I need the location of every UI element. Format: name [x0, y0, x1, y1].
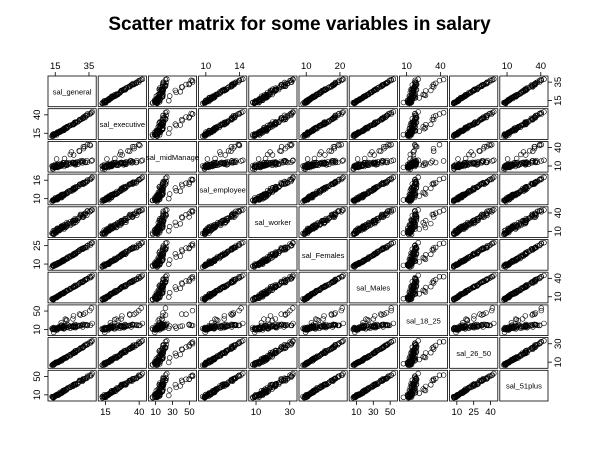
point-sal_employee-sal_midManage: [167, 192, 172, 197]
point-sal_midManage-sal_executive: [139, 159, 144, 164]
point-sal_employee-sal_18_25: [437, 177, 442, 182]
point-sal_midManage-sal_general: [54, 157, 59, 162]
point-sal_employee-sal_midManage: [184, 181, 189, 186]
point-sal_general-sal_18_25: [428, 88, 433, 93]
point-sal_midManage-sal_26_50: [490, 159, 495, 164]
point-sal_worker-sal_midManage: [184, 212, 189, 217]
point-sal_employee-sal_Females: [340, 176, 345, 181]
point-sal_midManage-sal_26_50: [489, 142, 494, 147]
point-sal_employee-sal_midManage: [166, 196, 171, 201]
point-sal_executive-sal_18_25: [428, 122, 433, 127]
point-sal_midManage-sal_Males: [355, 157, 360, 162]
point-sal_general-sal_midManage: [167, 94, 172, 99]
point-sal_employee-sal_18_25: [428, 186, 433, 191]
diagonal-label-sal_worker: sal_worker: [255, 218, 292, 227]
point-sal_employee-sal_midManage: [163, 176, 168, 181]
point-sal_worker-sal_18_25: [428, 221, 433, 226]
point-sal_Females-sal_midManage: [173, 251, 178, 256]
point-sal_worker-sal_midManage: [187, 215, 192, 220]
point-sal_midManage-sal_employee: [223, 153, 228, 158]
point-sal_midManage-sal_worker: [279, 144, 284, 149]
point-sal_midManage-sal_executive: [105, 157, 110, 162]
point-sal_general-sal_midManage: [166, 98, 171, 103]
point-sal_midManage-sal_18_25: [441, 159, 446, 164]
point-sal_midManage-sal_26_50: [456, 157, 461, 162]
point-sal_executive-sal_midManage: [190, 112, 195, 117]
point-sal_employee-sal_18_25: [423, 186, 428, 191]
diagonal-label-sal_employee: sal_employee: [200, 185, 246, 194]
point-sal_midManage-sal_51plus: [527, 148, 532, 153]
point-sal_midManage-sal_executive: [136, 142, 141, 147]
diagonal-label-sal_executive: sal_executive: [100, 120, 145, 129]
point-sal_Females-sal_18_25: [428, 252, 433, 257]
point-sal_worker-sal_midManage: [173, 220, 178, 225]
point-sal_worker-sal_18_25: [416, 208, 421, 213]
point-sal_executive-sal_midManage: [173, 122, 178, 127]
point-sal_midManage-sal_employee: [239, 159, 244, 164]
point-sal_midManage-sal_18_25: [411, 150, 416, 155]
point-sal_general-sal_midManage: [184, 82, 189, 87]
point-sal_midManage-sal_18_25: [437, 142, 442, 147]
point-sal_executive-sal_midManage: [166, 131, 171, 136]
point-sal_worker-sal_midManage: [178, 221, 183, 226]
point-sal_midManage-sal_worker: [256, 157, 261, 162]
point-sal_midManage-sal_employee: [205, 157, 210, 162]
point-sal_executive-sal_midManage: [184, 115, 189, 120]
point-sal_midManage-sal_Males: [389, 142, 394, 147]
point-sal_employee-sal_midManage: [173, 186, 178, 191]
point-sal_employee-sal_18_25: [422, 191, 427, 196]
point-sal_Females-sal_midManage: [184, 246, 189, 251]
point-sal_executive-sal_midManage: [167, 126, 172, 131]
point-sal_midManage-sal_51plus: [505, 157, 510, 162]
diagonal-label-sal_midManage: sal_midManage: [146, 153, 199, 162]
diagonal-label-sal_general: sal_general: [53, 87, 92, 96]
point-sal_midManage-sal_worker: [270, 153, 275, 158]
diagonal-label-sal_Females: sal_Females: [302, 251, 345, 260]
point-sal_midManage-sal_Females: [305, 157, 310, 162]
